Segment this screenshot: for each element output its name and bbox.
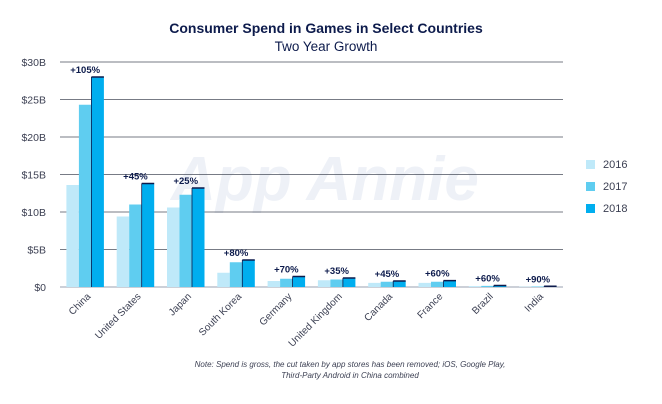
watermark: App Annie: [169, 145, 479, 214]
bar-2017: [531, 286, 545, 287]
y-tick-label: $10B: [21, 207, 46, 219]
y-tick-label: $15B: [21, 170, 46, 182]
x-tick-label: France: [416, 291, 446, 321]
bar-2016: [217, 272, 230, 287]
x-tick-label: South Korea: [197, 291, 244, 338]
bar-2018: [342, 278, 356, 287]
y-tick-label: $0: [34, 282, 46, 294]
bar-2017: [380, 281, 394, 287]
growth-label: +105%: [70, 65, 100, 76]
x-tick-label: United States: [93, 291, 143, 341]
bar-2017: [229, 262, 243, 287]
bar-2017: [330, 279, 343, 287]
bar-2016: [66, 185, 79, 287]
x-tick-label: Japan: [167, 291, 194, 318]
growth-label: +45%: [375, 269, 400, 280]
growth-label: +35%: [324, 266, 349, 277]
growth-label: +45%: [123, 172, 148, 183]
x-tick-label: United Kingdom: [287, 291, 345, 349]
legend-swatch-2017: [586, 182, 595, 191]
x-tick-label: Canada: [363, 291, 396, 324]
bar-2018: [141, 183, 155, 287]
bar-2016: [368, 282, 381, 287]
legend-label-2017: 2017: [603, 181, 627, 193]
legend-swatch-2016: [586, 160, 595, 169]
bar-2017: [78, 104, 92, 287]
bar-2018: [292, 276, 306, 287]
x-tick-label: China: [67, 291, 94, 318]
growth-label: +90%: [526, 274, 551, 285]
chart-subtitle: Two Year Growth: [275, 39, 378, 54]
bar-2016: [267, 281, 281, 287]
growth-label: +25%: [173, 176, 198, 187]
bar-2017: [481, 285, 494, 287]
bar-2018: [443, 280, 456, 287]
bar-2018: [393, 281, 406, 287]
x-tick-label: Brazil: [470, 291, 495, 316]
bar-2016: [116, 216, 130, 287]
bar-2017: [129, 204, 142, 287]
chart-note-line-1: Note: Spend is gross, the cut taken by a…: [195, 360, 506, 369]
growth-label: +70%: [274, 265, 299, 276]
bar-2016: [468, 286, 482, 287]
bar-2016: [167, 207, 180, 287]
bar-2018: [192, 188, 205, 287]
y-tick-label: $30B: [21, 57, 46, 69]
y-tick-label: $5B: [27, 245, 46, 257]
x-tick-label: India: [523, 291, 546, 314]
chart-note-line-2: Third-Party Android in China combined: [281, 371, 419, 380]
y-tick-label: $20B: [21, 132, 46, 144]
growth-label: +80%: [224, 248, 249, 259]
legend-label-2016: 2016: [603, 159, 627, 171]
bar-2017: [431, 281, 444, 287]
y-tick-label: $25B: [21, 95, 46, 107]
bar-2016: [418, 282, 431, 287]
legend: 2016 2017 2018: [586, 159, 627, 215]
x-tick-label: Germany: [258, 291, 295, 328]
bars-group: [66, 76, 557, 287]
bar-2018: [91, 77, 104, 287]
bar-2016: [317, 280, 331, 287]
legend-label-2018: 2018: [603, 203, 627, 215]
growth-label: +60%: [425, 269, 450, 280]
gridlines: $0 $5B $10B $15B $20B $25B $30B: [21, 57, 563, 294]
bar-2018: [242, 260, 255, 287]
bar-2017: [179, 194, 192, 287]
growth-label: +60%: [475, 274, 500, 285]
legend-swatch-2018: [586, 204, 595, 213]
chart-title: Consumer Spend in Games in Select Countr…: [169, 20, 483, 36]
bar-2017: [280, 278, 293, 287]
